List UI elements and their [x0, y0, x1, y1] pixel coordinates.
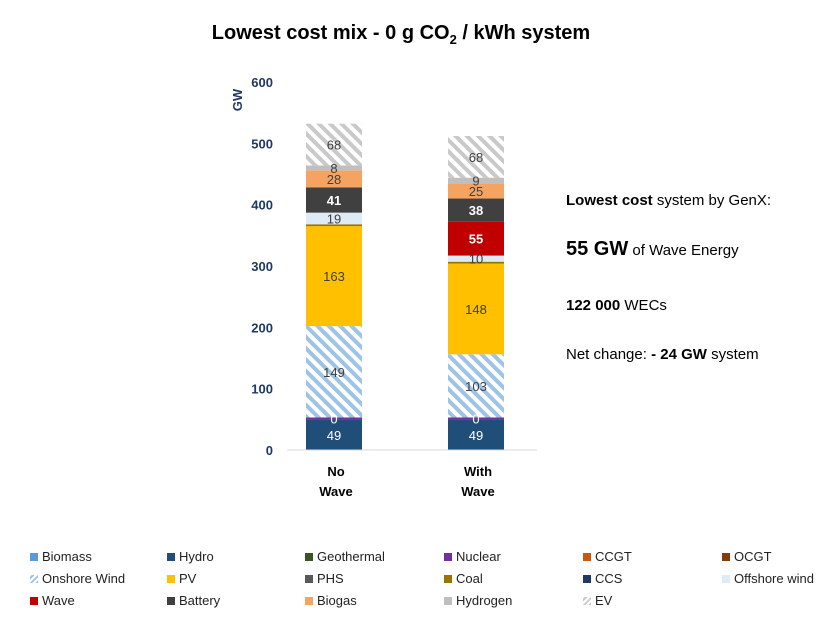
- legend-swatch: [167, 553, 175, 561]
- legend-label: Geothermal: [317, 549, 385, 564]
- bar-segment-hydrogen: [448, 177, 504, 184]
- data-label: 41: [327, 193, 341, 208]
- data-label: 49: [327, 428, 341, 443]
- data-label: 148: [465, 302, 487, 317]
- bar-segment-biogas: [448, 183, 504, 199]
- legend-label: Hydrogen: [456, 593, 513, 608]
- legend-label: Nuclear: [456, 549, 501, 564]
- data-label: 149: [323, 365, 345, 380]
- bar-segment-nuclear: [306, 417, 362, 420]
- data-label: 8: [330, 161, 337, 176]
- bar-segment-offshore-wind: [448, 255, 504, 262]
- legend-swatch: [30, 597, 38, 605]
- data-label: 9: [472, 173, 479, 188]
- legend-swatch: [305, 575, 313, 583]
- y-tick-label: 300: [251, 259, 273, 274]
- x-tick-label: Wave: [319, 484, 352, 499]
- legend-label: EV: [595, 593, 613, 608]
- y-axis-label: GW: [230, 88, 245, 111]
- bar-segment-coal: [306, 224, 362, 227]
- bar-segment-nuclear: [448, 417, 504, 420]
- info-wecs: 122 000 WECs: [566, 297, 667, 314]
- bar-segment-battery: [306, 187, 362, 213]
- bar-segment-pv: [306, 226, 362, 327]
- legend-label: CCGT: [595, 549, 632, 564]
- y-tick-label: 0: [266, 443, 273, 458]
- bar-segment-hydro: [448, 419, 504, 450]
- data-label: 55: [469, 232, 483, 247]
- info-net-change: Net change: - 24 GW system: [566, 346, 759, 363]
- bar-segment-battery: [448, 198, 504, 222]
- legend-label: Biomass: [42, 549, 92, 564]
- bar-segment-coal: [448, 261, 504, 264]
- data-label: 28: [327, 172, 341, 187]
- legend-swatch: [444, 597, 452, 605]
- legend-label: Wave: [42, 593, 75, 608]
- data-label: 0: [330, 412, 337, 427]
- data-label: 0: [472, 412, 479, 427]
- data-label: 10: [469, 252, 483, 267]
- legend-label: Onshore Wind: [42, 571, 126, 586]
- y-tick-label: 100: [251, 382, 273, 397]
- bar-segment-hydro: [306, 419, 362, 450]
- legend-label: PV: [179, 571, 197, 586]
- bar-segment-offshore-wind: [306, 212, 362, 225]
- data-label: 25: [469, 184, 483, 199]
- legend-swatch: [167, 575, 175, 583]
- bars-group: [306, 123, 504, 450]
- legend-swatch: [167, 597, 175, 605]
- info-wave-energy: 55 GW of Wave Energy: [566, 238, 739, 260]
- legend-label: OCGT: [734, 549, 772, 564]
- legend-swatch: [583, 597, 591, 605]
- x-axis: No Wave With Wave: [287, 449, 537, 499]
- y-tick-label: 500: [251, 136, 273, 151]
- legend-label: Hydro: [179, 549, 214, 564]
- bar-segment-onshore-wind: [448, 354, 504, 418]
- chart-title: Lowest cost mix - 0 g CO2 / kWh system: [211, 22, 591, 47]
- bar-segment-ev: [306, 123, 362, 166]
- legend-label: PHS: [317, 571, 344, 586]
- legend-swatch: [305, 553, 313, 561]
- x-tick-label: No: [327, 464, 344, 479]
- bar-segment-biogas: [306, 170, 362, 188]
- legend-swatch: [722, 575, 730, 583]
- y-axis: 0 100 200 300 400 500 600 GW: [230, 75, 273, 458]
- legend-label: Coal: [456, 571, 483, 586]
- bar-segment-ev: [448, 135, 504, 178]
- bar-segment-pv: [448, 263, 504, 355]
- x-tick-label: Wave: [461, 484, 494, 499]
- legend-swatch: [30, 553, 38, 561]
- bar-segment-wave: [448, 221, 504, 256]
- bar-segment-onshore-wind: [306, 326, 362, 418]
- data-label: 49: [469, 428, 483, 443]
- legend-swatch: [583, 553, 591, 561]
- legend-swatch: [444, 575, 452, 583]
- data-label: 103: [465, 379, 487, 394]
- data-label: 38: [469, 203, 483, 218]
- info-lowest-cost: Lowest cost system by GenX:: [566, 192, 772, 209]
- legend-swatch: [444, 553, 452, 561]
- legend-swatch: [305, 597, 313, 605]
- legend-label: Offshore wind: [734, 571, 814, 586]
- data-label: 68: [327, 138, 341, 153]
- legend-swatch: [583, 575, 591, 583]
- legend-label: Biogas: [317, 593, 357, 608]
- x-tick-label: With: [464, 464, 492, 479]
- bar-segment-hydrogen: [306, 165, 362, 171]
- legend-swatch: [722, 553, 730, 561]
- legend-label: Battery: [179, 593, 221, 608]
- y-tick-label: 400: [251, 198, 273, 213]
- y-tick-label: 600: [251, 75, 273, 90]
- legend-label: CCS: [595, 571, 623, 586]
- legend-swatch: [30, 575, 38, 583]
- data-label: 19: [327, 211, 341, 226]
- y-tick-label: 200: [251, 320, 273, 335]
- data-label: 68: [469, 150, 483, 165]
- data-label: 163: [323, 269, 345, 284]
